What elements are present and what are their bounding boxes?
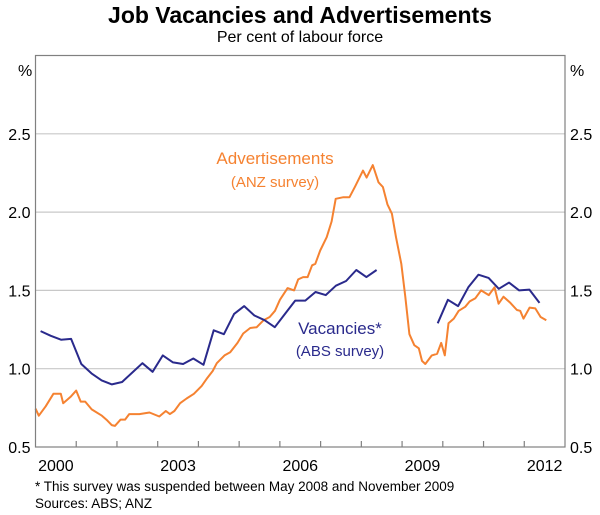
y-tick-label-right: 0.5: [570, 440, 592, 457]
y-tick-label-left: 2.0: [8, 205, 30, 222]
x-tick-label: 2003: [160, 458, 196, 475]
y-tick-label-left: 2.5: [8, 127, 30, 144]
y-tick-label-right: 1.5: [570, 283, 592, 300]
y-axis-unit-right: %: [570, 63, 584, 80]
y-tick-label-left: 1.5: [8, 283, 30, 300]
series-sublabel-vacancies: (ABS survey): [296, 343, 384, 360]
y-tick-label-right: 2.5: [570, 127, 592, 144]
series-line-vacancies: [40, 269, 378, 386]
y-tick-label-right: 1.0: [570, 362, 592, 379]
footnote-suspension: * This survey was suspended between May …: [35, 479, 455, 494]
y-tick-label-right: 2.0: [570, 205, 592, 222]
footnote-sources: Sources: ABS; ANZ: [35, 496, 153, 511]
y-axis-unit-left: %: [18, 63, 32, 80]
x-tick-label: 2012: [527, 458, 563, 475]
series-sublabel-advertisements: (ANZ survey): [231, 174, 319, 191]
x-tick-label: 2009: [405, 458, 441, 475]
y-tick-label-left: 1.0: [8, 362, 30, 379]
y-tick-label-left: 0.5: [8, 440, 30, 457]
series-line-advertisements: [34, 164, 547, 427]
chart-subtitle: Per cent of labour force: [216, 29, 384, 46]
x-tick-label: 2000: [38, 458, 74, 475]
series-label-vacancies: Vacancies*: [298, 319, 382, 338]
series-label-advertisements: Advertisements: [216, 149, 333, 168]
plot-frame: [34, 54, 566, 448]
x-tick-label: 2006: [282, 458, 318, 475]
series-line-vacancies: [436, 273, 541, 324]
chart-title: Job Vacancies and Advertisements: [108, 2, 492, 28]
